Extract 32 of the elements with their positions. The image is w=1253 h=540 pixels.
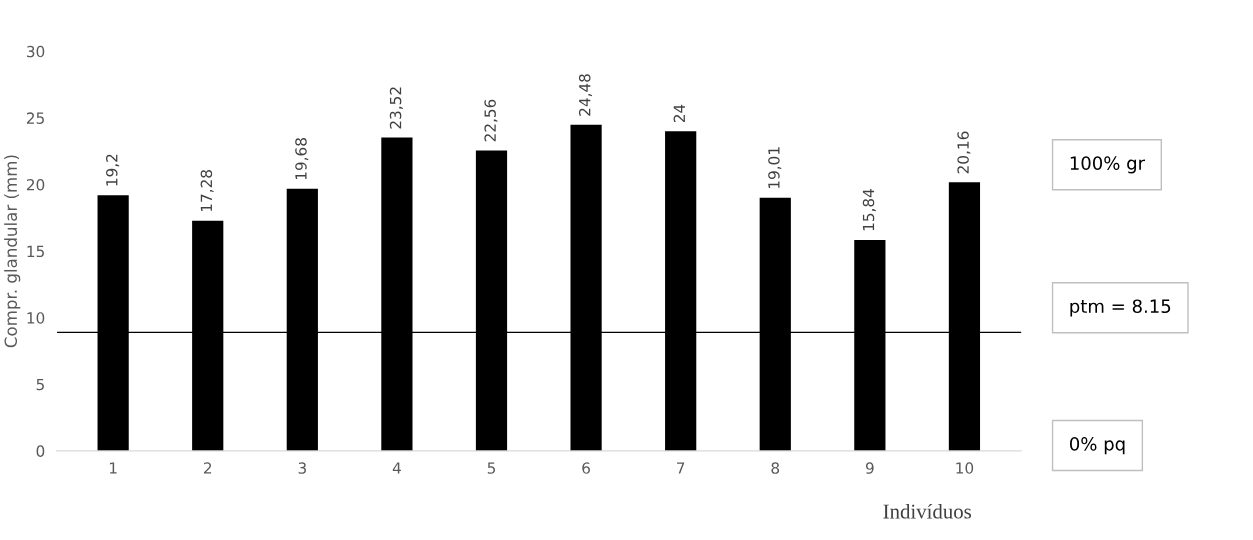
x-tick-label: 4 <box>392 462 401 474</box>
x-tick-label: 7 <box>677 462 685 474</box>
x-tick-label: 10 <box>956 462 974 474</box>
y-tick-label: 0 <box>36 445 45 457</box>
data-label: 24 <box>673 104 685 123</box>
data-label: 22,56 <box>484 99 498 142</box>
x-tick-label: 2 <box>203 462 212 474</box>
data-label: 15,84 <box>862 189 876 231</box>
x-tick-label: 6 <box>582 462 590 474</box>
data-label: 24,48 <box>578 74 593 116</box>
y-tick-label: 30 <box>27 45 45 58</box>
data-label: 19,2 <box>106 154 120 186</box>
y-tick-label: 25 <box>26 112 44 124</box>
data-label: 17,28 <box>200 170 214 212</box>
data-label: 20,16 <box>957 131 971 174</box>
x-tick-label: 3 <box>298 462 306 474</box>
x-tick-label: 8 <box>771 462 780 474</box>
y-tick-label: 5 <box>36 378 44 391</box>
data-label: 19,68 <box>295 138 309 180</box>
x-tick-label: 5 <box>487 462 496 474</box>
data-label: 19,01 <box>768 147 782 189</box>
text: 100% gr <box>1070 156 1146 174</box>
x-tick-label: 9 <box>865 462 874 474</box>
y-tick-label: 20 <box>26 178 45 191</box>
x-tick-label: 1 <box>109 462 117 474</box>
y-tick-label: 15 <box>27 245 44 258</box>
text: ptm = 8.15 <box>1070 299 1171 317</box>
text: 0% pq <box>1070 437 1125 455</box>
x-axis-title: Indivíduos <box>883 503 972 519</box>
y-axis-title: Compr. glandular (mm) <box>4 155 21 348</box>
y-tick-label: 10 <box>27 312 45 324</box>
data-label: 23,52 <box>389 87 403 129</box>
